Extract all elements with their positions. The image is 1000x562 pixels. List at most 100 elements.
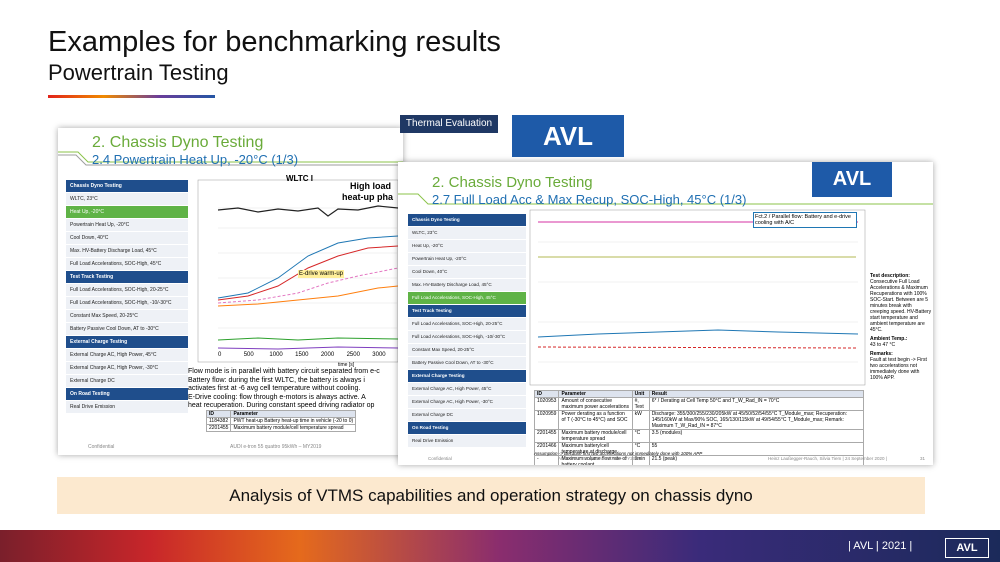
row: 1184382 PWT heat-up Battery heat-up time … (205, 417, 357, 425)
menu-item: Full Load Accelerations, SOC-High, -10/-… (66, 297, 188, 310)
cell: 1184382 (205, 417, 232, 425)
menu-section: Chassis Dyno Testing (66, 180, 188, 193)
menu-item: WLTC, 23°C (66, 193, 188, 206)
heading: 2. Chassis Dyno Testing (92, 134, 264, 151)
chart-note: Fct.2 / Parallel flow: Battery and e-dri… (753, 212, 857, 228)
row: 1020953 Amount of consecutive maximum pow… (533, 397, 865, 411)
menu-section: Test Track Testing (66, 271, 188, 284)
x-ticks: 0500100015002000250030003500 (218, 352, 403, 362)
menu-item: External Charge DC (408, 409, 526, 422)
column-header: Result (648, 390, 865, 398)
title: Examples for benchmarking results (48, 26, 501, 58)
menu-section: External Charge Testing (66, 336, 188, 349)
menu-section: On Road Testing (66, 388, 188, 401)
menu-item: Full Load Accelerations, SOC-High, 20-25… (408, 318, 526, 331)
menu-item: Max. HV-Battery Discharge Load, 45°C (408, 279, 526, 292)
x-tick-label: 3000 (372, 352, 386, 358)
notes: Flow mode is in parallel with battery ci… (188, 368, 403, 411)
description-line: Ambient Temp.: (870, 336, 908, 342)
note-line: E-Drive cooling: flow through e-motors i… (188, 393, 366, 401)
footer: 31 (920, 456, 926, 461)
note-line: Flow mode is in parallel with battery ci… (188, 368, 380, 375)
row: - Maximum volume flow rate of battery coo… (533, 455, 865, 465)
row: 2201455 Maximum battery module/cell tempe… (533, 429, 865, 443)
table: ID Parameter 1184382 PWT heat-up Battery he… (205, 410, 357, 432)
annotation: E-drive warm-up (298, 270, 345, 278)
cell: °C (631, 429, 650, 443)
cell: #, Text (631, 397, 650, 411)
note-line: Battery flow: during the first WLTC, the… (188, 376, 365, 384)
heading: 2. Chassis Dyno Testing (432, 174, 593, 191)
menu: Chassis Dyno Testing WLTC, 23°C Heat Up, -… (408, 214, 526, 448)
description: Test description: Consecutive Full Load A… (870, 270, 932, 381)
x-tick-label: 2000 (320, 352, 335, 358)
note-line: activates first at -6 avg cell temperatu… (188, 385, 361, 392)
menu-item: Cool Down, 40°C (66, 232, 188, 245)
cell: PWT heat-up Battery heat-up time in vehi… (230, 417, 357, 425)
cell: 2201455 (205, 424, 232, 432)
x-tick-label: 1000 (269, 352, 283, 358)
menu-item: External Charge AC, High Power, 45°C (66, 349, 188, 362)
column-header: Unit (631, 390, 650, 398)
menu-item: Heat Up, -20°C (408, 240, 526, 253)
menu-item: Real Drive Emission (66, 401, 188, 414)
menu-item: Max. HV-Battery Discharge Load, 45°C (66, 245, 188, 258)
description-line: Test description: (870, 273, 910, 279)
cell: 6* / Derating at Cell Temp 50°C and T_W_… (648, 397, 865, 411)
menu-section: External Charge Testing (408, 370, 526, 383)
menu-item: Full Load Accelerations, SOC-High, 20-25… (66, 284, 188, 297)
menu-section: Chassis Dyno Testing (408, 214, 526, 227)
caption: Analysis of VTMS capabilities and operat… (57, 477, 925, 514)
cell: 3.5 (modules) (648, 429, 865, 443)
menu-item: Constant Max Speed, 20-25°C (66, 310, 188, 323)
menu: Chassis Dyno Testing WLTC, 23°C Heat Up, -… (66, 180, 188, 414)
x-tick-label: 500 (243, 352, 254, 358)
table: ID Parameter Unit Result 1020953 Amount of co… (533, 390, 865, 465)
column-header: ID (205, 410, 232, 418)
subheading: 2.4 Powertrain Heat Up, -20°C (1/3) (92, 152, 299, 167)
footer: Confidential (88, 444, 115, 450)
description-line: Remarks: (870, 351, 893, 357)
cell: Maximum battery module/cell temperature … (230, 424, 357, 432)
x-tick-label: 0 (218, 352, 222, 358)
menu-item: External Charge AC, High Power, 45°C (408, 383, 526, 396)
note-line: heat recuperation. During constant speed… (188, 402, 375, 409)
cell: Maximum battery module/cell temperature … (558, 429, 633, 443)
menu-item: Battery Passive Cool Down, AT to -30°C (66, 323, 188, 336)
x-label: time [s] (338, 362, 355, 368)
table: ID Parameter Unit Result 1020953 Amount of co… (533, 390, 865, 465)
footer: AUDI e-tron 55 quattro 95kWh – MY2019 (230, 444, 322, 450)
subheading: 2.7 Full Load Acc & Max Recup, SOC-High,… (432, 192, 747, 207)
menu-item: External Charge AC, High Power, -30°C (408, 396, 526, 409)
column-header: ID (533, 390, 560, 398)
menu-item: Cool Down, 40°C (408, 266, 526, 279)
cell: kW (631, 410, 650, 430)
subtitle: Powertrain Testing (48, 60, 229, 85)
footer: AUDI e-tron 55 quattro 95kWh – MY2019 (558, 456, 641, 461)
description-line: Fault at test begin -> First two acceler… (870, 357, 927, 381)
cell: Power derating as a function of T (-30°C… (558, 410, 633, 430)
x-tick-label: 1500 (295, 352, 309, 358)
badge: Thermal Evaluation (400, 115, 498, 133)
description-line: Consecutive Full Load Accelerations & Ma… (870, 279, 932, 333)
decor (398, 193, 933, 386)
menu-item: Real Drive Emission (408, 435, 526, 448)
footer-text: | AVL | 2021 | (848, 540, 913, 552)
footer-logo: AVL (945, 538, 989, 558)
menu-item: Full Load Accelerations, SOC-High, 45°C (408, 292, 526, 305)
cell: Discharge: 355/300/255/230/205kW at 45/5… (648, 410, 865, 430)
logo: AVL (512, 115, 624, 157)
cell: 21.5 (peak) (648, 455, 865, 465)
menu-item: Full Load Accelerations, SOC-High, 45°C (66, 258, 188, 271)
accent-line (48, 95, 215, 98)
row: 2201455 Maximum battery module/cell tempe… (205, 424, 357, 432)
right-slide: 2. Chassis Dyno Testing 2.7 Full Load Ac… (398, 162, 933, 465)
cell: 2201455 (533, 429, 560, 443)
x-tick-label: 2500 (346, 352, 360, 358)
cell: l/min (631, 455, 650, 465)
footer: Confidential (428, 456, 452, 461)
menu-item: Constant Max Speed, 20-25°C (408, 344, 526, 357)
column-header: Parameter (230, 410, 357, 418)
menu-item: WLTC, 23°C (408, 227, 526, 240)
